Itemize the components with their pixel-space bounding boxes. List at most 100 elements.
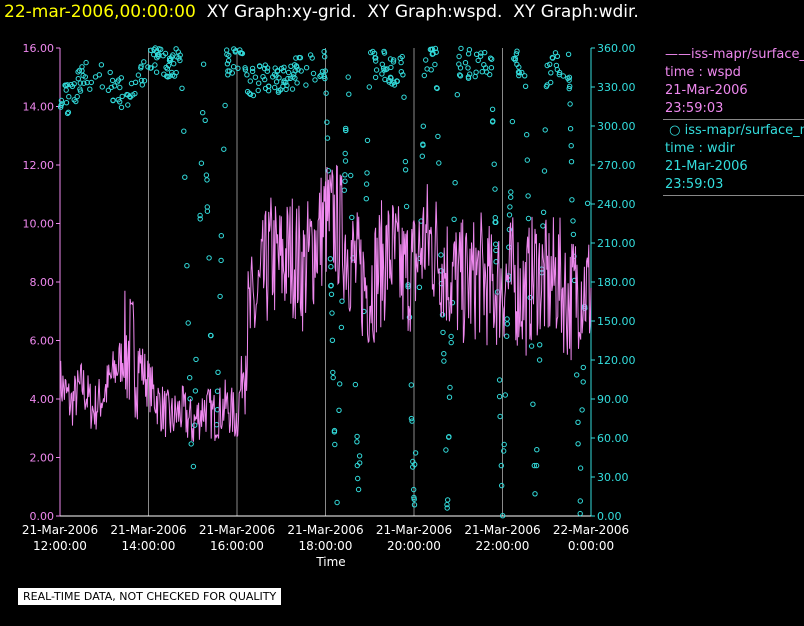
wdir-point — [509, 118, 516, 125]
wdir-point — [496, 393, 503, 400]
wdir-point — [169, 72, 176, 78]
wdir-point — [277, 87, 284, 93]
y-right-tick-label: 330.00 — [597, 81, 636, 94]
wdir-point — [139, 82, 146, 88]
x-tick-time: 16:00:00 — [210, 539, 264, 553]
wdir-point — [256, 80, 262, 86]
wdir-point — [165, 62, 172, 69]
wdir-point — [447, 384, 453, 391]
wdir-point — [424, 66, 430, 72]
graph-label-wspd: XY Graph:wspd. — [367, 2, 503, 22]
wdir-point — [79, 64, 85, 70]
wdir-point — [390, 57, 397, 63]
wdir-point — [318, 72, 324, 78]
wdir-point — [524, 157, 530, 163]
x-tick-date: 21-Mar-2006 — [376, 523, 452, 537]
legend-wdir-date: 21-Mar-2006 — [665, 159, 748, 174]
wdir-point — [230, 64, 237, 70]
wdir-point — [77, 80, 84, 86]
wdir-point — [203, 172, 210, 178]
wdir-point — [255, 87, 261, 94]
wdir-point — [569, 197, 575, 203]
wdir-point — [420, 142, 426, 148]
wdir-point — [542, 127, 548, 133]
wdir-point — [76, 67, 83, 74]
wdir-point — [354, 439, 360, 445]
wdir-point — [363, 181, 370, 187]
wdir-point — [272, 84, 278, 91]
axes — [56, 47, 595, 517]
wdir-point — [445, 497, 451, 503]
y-right-tick-label: 240.00 — [597, 198, 636, 211]
wdir-point — [324, 119, 330, 125]
wdir-point — [197, 212, 203, 219]
wdir-point — [285, 69, 292, 76]
wdir-point — [328, 264, 334, 270]
wdir-point — [575, 441, 581, 447]
wdir-point — [489, 119, 496, 125]
x-tick-time: 14:00:00 — [122, 539, 176, 553]
wdir-point — [224, 47, 230, 53]
wdir-point — [287, 75, 294, 82]
wdir-point — [74, 93, 80, 100]
wdir-point — [148, 47, 154, 53]
wdir-point — [247, 78, 254, 84]
wdir-point — [349, 214, 355, 221]
wdir-point — [506, 244, 512, 250]
wdir-point — [513, 51, 520, 57]
wdir-point — [310, 70, 317, 77]
y-right-tick-label: 300.00 — [597, 120, 636, 133]
wdir-point — [125, 102, 131, 108]
wdir-point — [448, 333, 454, 340]
graph-label-wdir: XY Graph:wdir. — [513, 2, 639, 22]
wdir-point — [329, 337, 336, 343]
wdir-point — [62, 82, 68, 88]
wdir-point — [508, 189, 514, 195]
wdir-point — [58, 97, 65, 104]
wdir-point — [276, 75, 282, 81]
wdir-point — [264, 68, 270, 74]
wdir-point — [550, 55, 556, 61]
wdir-point — [497, 413, 503, 420]
wdir-point — [346, 91, 352, 97]
wdir-point — [329, 310, 335, 316]
wdir-point — [322, 68, 328, 74]
wdir-point — [379, 71, 385, 77]
wdir-point — [567, 83, 573, 90]
wdir-point — [409, 418, 415, 424]
wdir-point — [560, 73, 566, 79]
wdir-point — [152, 45, 159, 51]
wdir-point — [498, 462, 504, 469]
wdir-point — [432, 61, 438, 68]
wdir-point — [328, 291, 335, 297]
wdir-point — [58, 104, 64, 110]
wdir-point — [492, 186, 498, 192]
y-right-tick-label: 210.00 — [597, 237, 636, 250]
wdir-point — [327, 256, 334, 262]
wdir-point — [531, 462, 537, 469]
wdir-point — [400, 72, 406, 78]
wdir-point — [458, 45, 464, 52]
wdir-point — [465, 74, 472, 80]
wdir-point — [451, 216, 457, 223]
x-axis-label: Time — [315, 555, 345, 569]
y-right-tick-label: 360.00 — [597, 42, 636, 55]
wdir-point — [473, 69, 479, 75]
y-left-tick-label: 2.00 — [30, 452, 55, 465]
wdir-point — [65, 109, 72, 116]
wdir-point — [155, 51, 162, 57]
wdir-point — [204, 177, 210, 183]
wdir-point — [444, 505, 450, 511]
wdir-point — [456, 61, 462, 67]
wdir-point — [169, 54, 175, 60]
tick-labels: 21-Mar-2006 12:00:00 21-Mar-2006 14:00:00 21… — [22, 42, 636, 553]
wdir-point — [370, 48, 376, 55]
wdir-point — [252, 74, 259, 80]
wdir-point — [75, 76, 82, 82]
wdir-point — [401, 94, 407, 100]
wdir-point — [411, 494, 417, 501]
wdir-point — [336, 407, 342, 413]
y-left-tick-label: 0.00 — [30, 510, 55, 523]
wdir-series — [58, 45, 591, 519]
wdir-point — [457, 73, 464, 79]
